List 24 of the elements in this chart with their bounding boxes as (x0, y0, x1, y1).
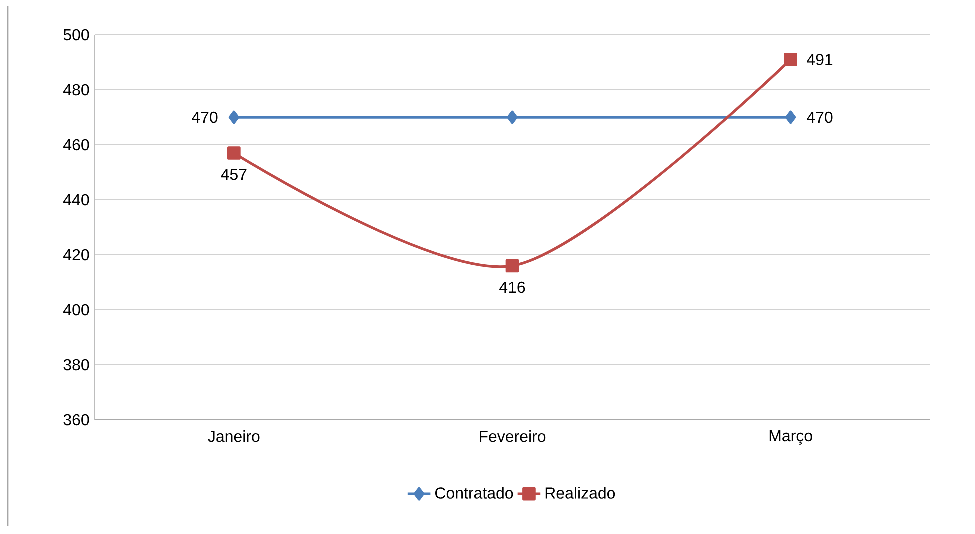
legend-label: Realizado (546, 487, 616, 499)
point (786, 110, 796, 124)
legend-label: Contratado (435, 487, 514, 499)
data-label: 416 (500, 282, 526, 294)
y-tick-label: 440 (64, 194, 90, 206)
point (784, 53, 798, 66)
y-tick-label: 420 (64, 249, 90, 261)
y-tick-label: 460 (64, 139, 90, 151)
x-tick-label: Março (770, 430, 812, 445)
x-tick-label: Fevereiro (480, 430, 546, 442)
y-tick-label: 480 (64, 84, 90, 96)
data-label: 470 (807, 112, 833, 124)
y-tick-label: 360 (64, 414, 90, 426)
y-tick-label: 380 (64, 359, 90, 371)
point (506, 259, 520, 273)
x-tick-label: Janeiro (208, 430, 260, 442)
data-label: 457 (221, 169, 247, 180)
data-label: 470 (192, 112, 218, 124)
point (507, 110, 518, 124)
y-tick-label: 500 (64, 29, 90, 41)
point (228, 146, 241, 160)
point (228, 110, 240, 124)
data-label: 491 (807, 54, 833, 66)
y-tick-label: 400 (64, 304, 90, 316)
